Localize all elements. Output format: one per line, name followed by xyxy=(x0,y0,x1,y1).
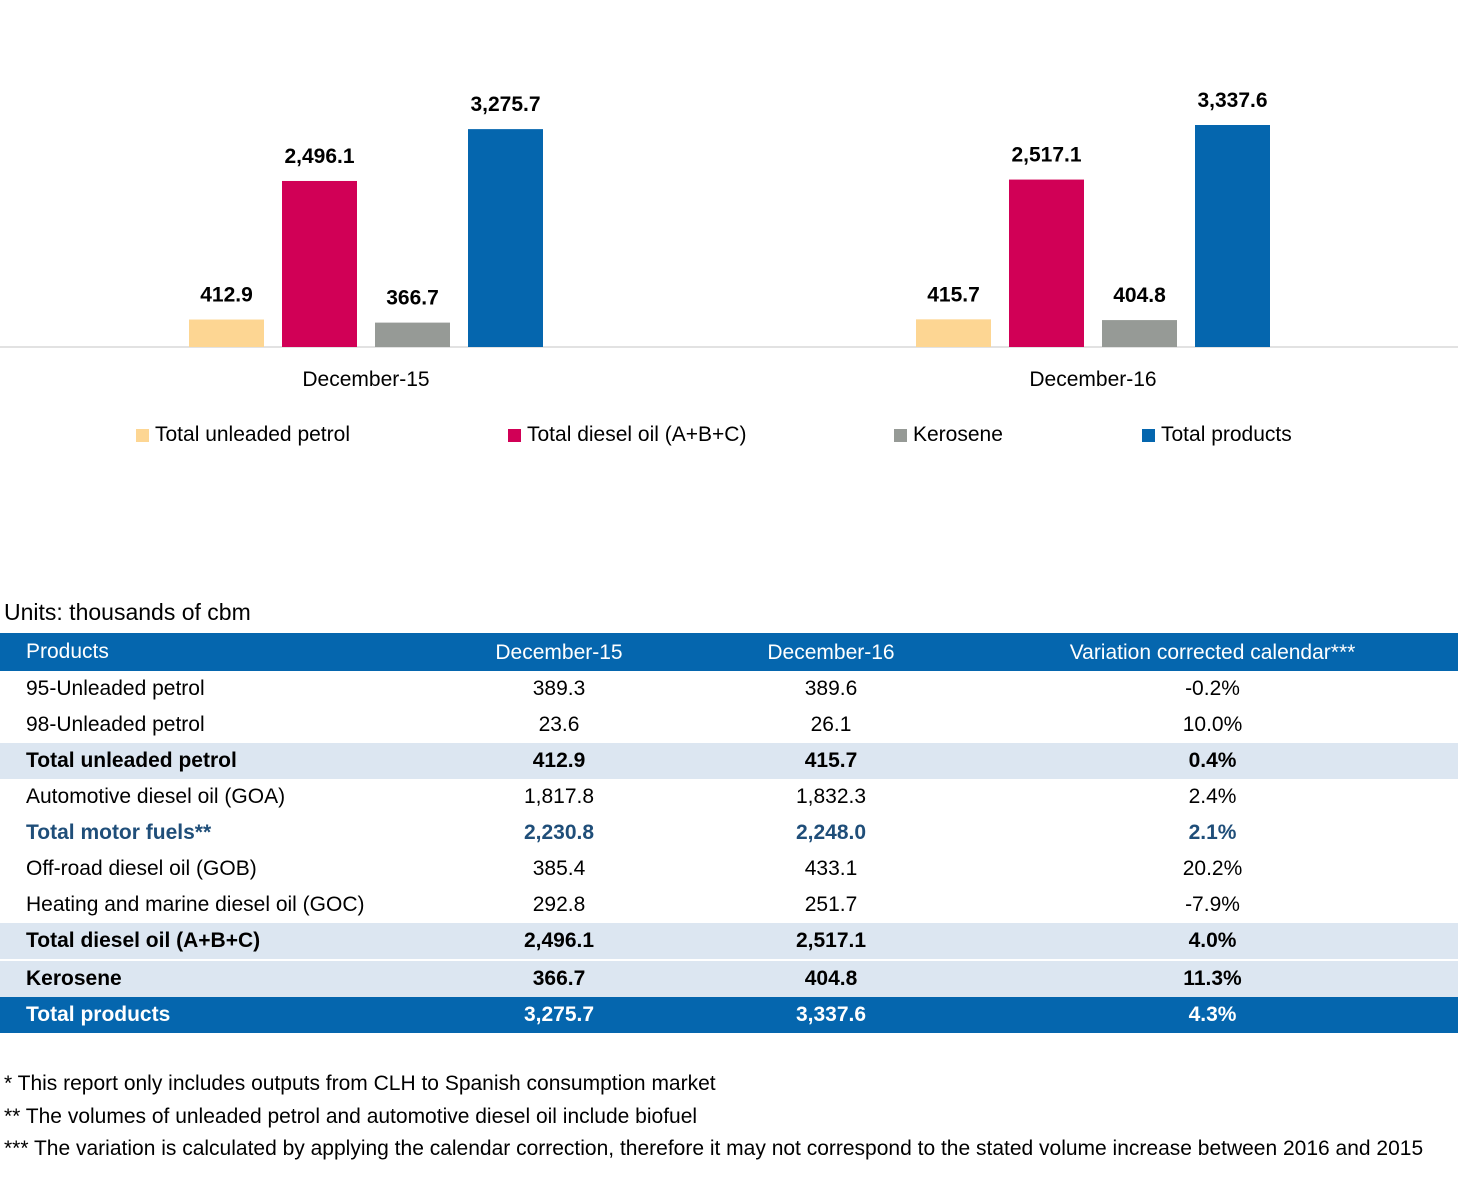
value-cell: 4.3% xyxy=(967,997,1458,1033)
data-label: 2,517.1 xyxy=(1011,144,1081,167)
row-label-cell: Total motor fuels** xyxy=(26,821,212,844)
value-cell: 389.3 xyxy=(532,677,586,700)
legend-label: Total unleaded petrol xyxy=(155,423,350,446)
value-cell: 1,817.8 xyxy=(523,785,595,808)
footnotes: * This report only includes outputs from… xyxy=(4,1068,1444,1166)
value-cell: 11.3% xyxy=(967,959,1458,997)
legend-label: Kerosene xyxy=(913,423,1003,446)
data-label: 415.7 xyxy=(927,283,980,306)
bar xyxy=(916,319,991,347)
bar xyxy=(375,322,450,347)
table-body: 95-Unleaded petrol 389.3 389.6 -0.2% 98-Unle… xyxy=(0,671,1458,1033)
value-cell: 433.1 xyxy=(804,857,858,880)
data-label: 366.7 xyxy=(386,287,439,310)
bar xyxy=(1102,320,1177,347)
value-cell: 26.1 xyxy=(810,713,852,736)
column-header: Products xyxy=(0,633,423,671)
table-row: 95-Unleaded petrol 389.3 389.6 -0.2% xyxy=(0,671,1458,707)
value-cell: 3,337.6 xyxy=(695,997,967,1033)
value-cell: 412.9 xyxy=(423,743,695,779)
bar xyxy=(1009,179,1084,347)
value-cell: 0.4% xyxy=(967,743,1458,779)
table-row: Total diesel oil (A+B+C) 2,496.1 2,517.1 4.… xyxy=(0,923,1458,960)
footnote: * This report only includes outputs from… xyxy=(4,1072,716,1095)
table-row: Heating and marine diesel oil (GOC) 292.8… xyxy=(0,887,1458,923)
value-cell: 404.8 xyxy=(695,959,967,997)
bar-chart: 412.9 2,496.1 366.7 3,275.7 415.7 2,517.1 404.… xyxy=(0,89,1458,391)
data-label: 404.8 xyxy=(1113,284,1166,307)
row-label-cell: Total products xyxy=(0,997,423,1033)
footnote: *** The variation is calculated by apply… xyxy=(4,1137,1424,1160)
category-label: December-16 xyxy=(1029,368,1156,391)
category-labels-group: December-15 December-16 xyxy=(302,368,1156,391)
value-cell: 2,230.8 xyxy=(523,821,595,844)
column-header: December-15 xyxy=(423,633,695,671)
row-label-cell: Heating and marine diesel oil (GOC) xyxy=(26,893,365,916)
data-label: 2,496.1 xyxy=(284,145,354,168)
legend-swatch xyxy=(136,428,149,442)
legend-item: Total products xyxy=(1142,423,1292,447)
table-row: Total motor fuels** 2,230.8 2,248.0 2.1% xyxy=(0,815,1458,851)
value-cell: 23.6 xyxy=(538,713,580,736)
data-label: 3,337.6 xyxy=(1197,89,1267,112)
value-cell: 20.2% xyxy=(1182,857,1243,880)
units-caption: Units: thousands of cbm xyxy=(4,599,251,625)
row-label-cell: Automotive diesel oil (GOA) xyxy=(26,785,286,808)
value-cell: 2.1% xyxy=(1188,821,1237,844)
value-cell: 385.4 xyxy=(532,857,586,880)
value-cell: 366.7 xyxy=(423,959,695,997)
value-cell: 2,517.1 xyxy=(695,923,967,960)
bar xyxy=(189,319,264,347)
row-label-cell: Total unleaded petrol xyxy=(0,743,423,779)
bars-group xyxy=(189,125,1270,347)
legend-label: Total products xyxy=(1161,423,1292,446)
table-header-row: Products December-15 December-16 Variati… xyxy=(0,633,1458,671)
value-cell: 10.0% xyxy=(1182,713,1243,736)
legend-item: Kerosene xyxy=(894,423,1003,447)
table-row: Total products 3,275.7 3,337.6 4.3% xyxy=(0,997,1458,1033)
value-cell: -7.9% xyxy=(1185,893,1240,916)
category-label: December-15 xyxy=(302,368,429,391)
data-label: 3,275.7 xyxy=(470,93,540,116)
row-label-cell: Kerosene xyxy=(0,959,423,997)
bar xyxy=(282,180,357,347)
value-cell: -0.2% xyxy=(1185,677,1240,700)
bar xyxy=(1195,125,1270,347)
data-label: 412.9 xyxy=(200,284,253,307)
column-header: Variation corrected calendar*** xyxy=(967,633,1458,671)
value-cell: 2.4% xyxy=(1188,785,1237,808)
value-cell: 415.7 xyxy=(695,743,967,779)
table-row: 98-Unleaded petrol 23.6 26.1 10.0% xyxy=(0,707,1458,743)
value-cell: 389.6 xyxy=(804,677,858,700)
row-label-cell: 98-Unleaded petrol xyxy=(26,713,205,736)
chart-legend: Total unleaded petrol Total diesel oil (… xyxy=(0,423,1458,453)
value-cell: 251.7 xyxy=(804,893,858,916)
value-cell: 2,496.1 xyxy=(423,923,695,960)
value-cell: 1,832.3 xyxy=(795,785,867,808)
legend-swatch xyxy=(1142,428,1155,442)
value-cell: 3,275.7 xyxy=(423,997,695,1033)
row-label-cell: 95-Unleaded petrol xyxy=(26,677,205,700)
table-row: Off-road diesel oil (GOB) 385.4 433.1 20.2% xyxy=(0,851,1458,887)
legend-item: Total unleaded petrol xyxy=(136,423,350,447)
table-row: Automotive diesel oil (GOA) 1,817.8 1,832.… xyxy=(0,779,1458,815)
table-row: Kerosene 366.7 404.8 11.3% xyxy=(0,959,1458,997)
value-cell: 2,248.0 xyxy=(795,821,867,844)
legend-item: Total diesel oil (A+B+C) xyxy=(508,423,746,447)
value-labels-group: 412.9 2,496.1 366.7 3,275.7 415.7 2,517.1 404.… xyxy=(200,89,1267,310)
table-row: Total unleaded petrol 412.9 415.7 0.4% xyxy=(0,743,1458,779)
value-cell: 292.8 xyxy=(532,893,586,916)
value-cell: 4.0% xyxy=(967,923,1458,960)
bar xyxy=(468,129,543,347)
footnote: ** The volumes of unleaded petrol and au… xyxy=(4,1104,698,1128)
row-label-cell: Off-road diesel oil (GOB) xyxy=(26,857,257,880)
data-table: Products December-15 December-16 Variati… xyxy=(0,633,1458,1033)
legend-label: Total diesel oil (A+B+C) xyxy=(527,423,747,446)
legend-swatch xyxy=(508,428,521,442)
row-label-cell: Total diesel oil (A+B+C) xyxy=(0,923,423,960)
legend-swatch xyxy=(894,428,907,442)
column-header: December-16 xyxy=(695,633,967,671)
